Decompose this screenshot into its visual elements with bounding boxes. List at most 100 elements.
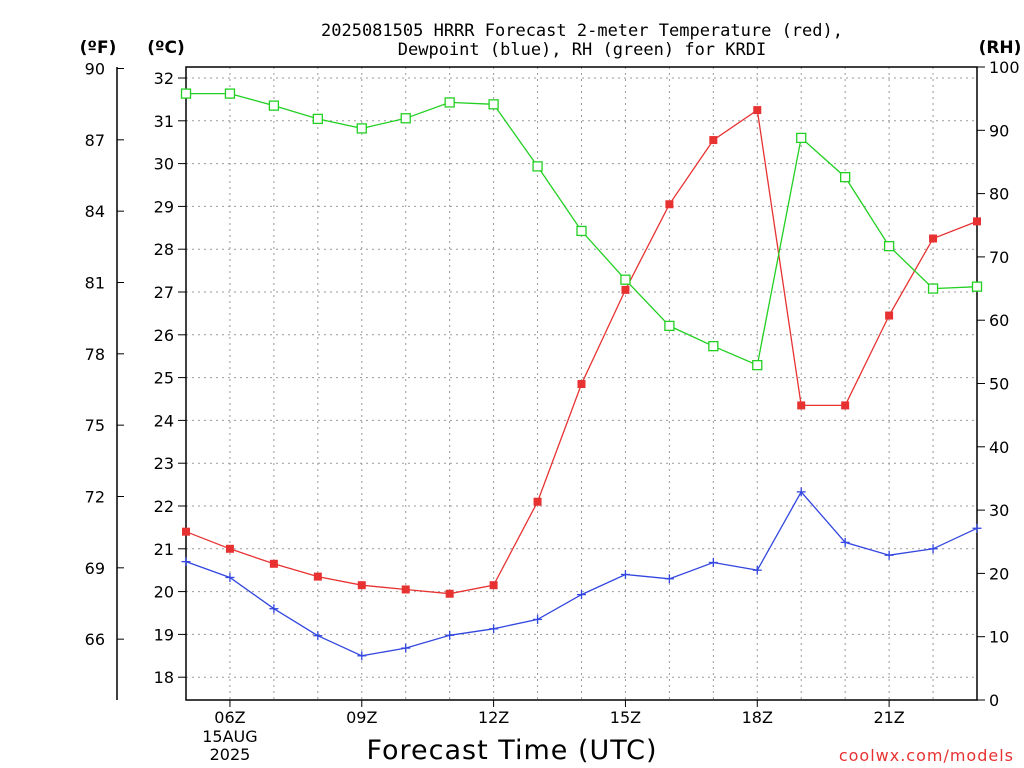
data-point-rh [927, 283, 939, 294]
celsius-axis: 18 19 20 21 22 23 24 25 26 27 28 29 30 31 32 [154, 69, 186, 687]
data-point-dewpoint [884, 550, 894, 560]
time-tick-label: 06Z [214, 708, 245, 727]
data-point-rh [971, 281, 983, 292]
rh-tick-label: 20 [989, 564, 1009, 583]
fahrenheit-tick-label: 78 [85, 345, 105, 364]
data-point-temperature [841, 401, 850, 410]
time-date-label: 15AUG [202, 727, 257, 746]
rh-tick-label: 0 [989, 691, 999, 710]
series-temperature [182, 106, 981, 598]
data-point-rh [752, 359, 763, 371]
data-point-dewpoint [840, 537, 850, 547]
data-point-temperature [182, 527, 190, 536]
celsius-tick-label: 27 [154, 283, 174, 302]
fahrenheit-tick-label: 84 [85, 202, 105, 221]
series-layer [180, 88, 983, 661]
data-point-rh [400, 113, 411, 124]
series-rh [180, 88, 983, 371]
celsius-tick-label: 29 [154, 197, 174, 216]
data-point-dewpoint [620, 569, 630, 579]
data-point-temperature [885, 311, 894, 320]
data-point-temperature [401, 585, 410, 594]
data-point-dewpoint [357, 651, 367, 661]
data-point-temperature [929, 234, 938, 243]
data-point-dewpoint [577, 590, 586, 600]
celsius-tick-label: 31 [154, 112, 174, 131]
data-point-temperature [269, 559, 278, 568]
data-point-temperature [445, 589, 454, 598]
data-point-temperature [357, 581, 366, 590]
fahrenheit-tick-label: 90 [85, 59, 105, 78]
celsius-tick-label: 22 [154, 497, 174, 516]
data-point-temperature [533, 497, 542, 506]
fahrenheit-axis: 66 69 72 75 78 81 84 87 90 [85, 59, 124, 700]
data-point-rh [840, 171, 851, 183]
celsius-tick-label: 21 [154, 540, 174, 559]
rh-unit-label: (RH) [979, 38, 1022, 58]
fahrenheit-tick-label: 66 [85, 630, 105, 649]
celsius-tick-label: 32 [154, 69, 174, 88]
data-point-temperature [709, 136, 718, 145]
rh-tick-label: 50 [989, 375, 1009, 394]
data-point-dewpoint [489, 624, 499, 634]
data-point-rh [312, 113, 323, 125]
data-point-rh [620, 274, 631, 285]
time-tick-label: 12Z [478, 708, 509, 727]
data-point-dewpoint [313, 631, 323, 641]
data-point-dewpoint [928, 544, 938, 554]
fahrenheit-tick-label: 81 [85, 273, 105, 292]
data-point-dewpoint [225, 572, 235, 582]
data-point-rh [224, 88, 236, 99]
rh-tick-label: 40 [989, 438, 1009, 457]
data-point-rh [796, 132, 807, 144]
data-point-dewpoint [972, 523, 982, 533]
rh-tick-label: 30 [989, 501, 1009, 520]
celsius-tick-label: 26 [154, 326, 174, 345]
celsius-tick-label: 20 [154, 583, 174, 602]
data-point-dewpoint [181, 557, 191, 567]
celsius-tick-label: 30 [154, 155, 174, 174]
data-point-temperature [489, 581, 498, 590]
data-point-temperature [753, 106, 762, 115]
data-point-dewpoint [708, 557, 718, 567]
rh-tick-label: 10 [989, 628, 1009, 647]
celsius-tick-label: 25 [154, 369, 174, 388]
data-point-rh [883, 240, 895, 252]
data-point-temperature [797, 401, 806, 410]
fahrenheit-tick-label: 72 [85, 487, 105, 506]
chart-title-line-1: 2025081505 HRRR Forecast 2-meter Tempera… [321, 21, 843, 41]
time-tick-label: 09Z [346, 708, 377, 727]
fahrenheit-tick-label: 75 [85, 416, 105, 435]
celsius-tick-label: 18 [154, 668, 174, 687]
series-dewpoint [181, 487, 982, 661]
data-point-dewpoint [533, 614, 543, 624]
data-point-temperature [313, 572, 322, 581]
data-point-rh [180, 88, 192, 99]
fahrenheit-tick-label: 87 [85, 131, 105, 150]
data-point-rh [708, 341, 719, 352]
data-point-temperature [225, 544, 234, 553]
rh-tick-label: 70 [989, 248, 1009, 267]
rh-tick-label: 60 [989, 311, 1009, 330]
data-point-rh [444, 97, 455, 108]
data-point-dewpoint [401, 643, 411, 653]
time-tick-label: 21Z [873, 708, 904, 727]
data-point-dewpoint [445, 630, 455, 640]
rh-axis: 0 10 20 30 40 50 60 70 80 90 100 [977, 58, 1020, 710]
data-point-dewpoint [752, 565, 762, 575]
data-point-temperature [665, 200, 674, 209]
data-point-rh [576, 225, 587, 237]
data-point-rh [532, 161, 543, 172]
data-point-dewpoint [664, 574, 674, 584]
data-point-temperature [621, 285, 630, 294]
fahrenheit-tick-label: 69 [85, 559, 105, 578]
data-point-temperature [577, 380, 586, 389]
credit-label: coolwx.com/models [839, 746, 1014, 765]
data-point-temperature [973, 217, 981, 226]
celsius-tick-label: 24 [154, 411, 174, 430]
data-point-dewpoint [269, 604, 279, 614]
data-point-dewpoint [796, 487, 806, 497]
fahrenheit-unit-label: (ºF) [80, 38, 117, 58]
